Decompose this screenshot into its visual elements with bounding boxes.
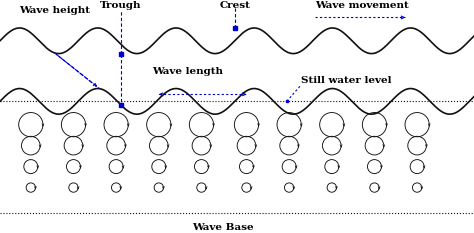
Text: Wave Base: Wave Base (192, 223, 254, 232)
Text: Crest: Crest (219, 1, 250, 10)
Text: Trough: Trough (100, 1, 142, 10)
Text: Still water level: Still water level (301, 76, 392, 85)
Text: Wave movement: Wave movement (315, 1, 409, 10)
Text: Wave height: Wave height (19, 6, 90, 15)
Text: Wave length: Wave length (152, 67, 223, 75)
